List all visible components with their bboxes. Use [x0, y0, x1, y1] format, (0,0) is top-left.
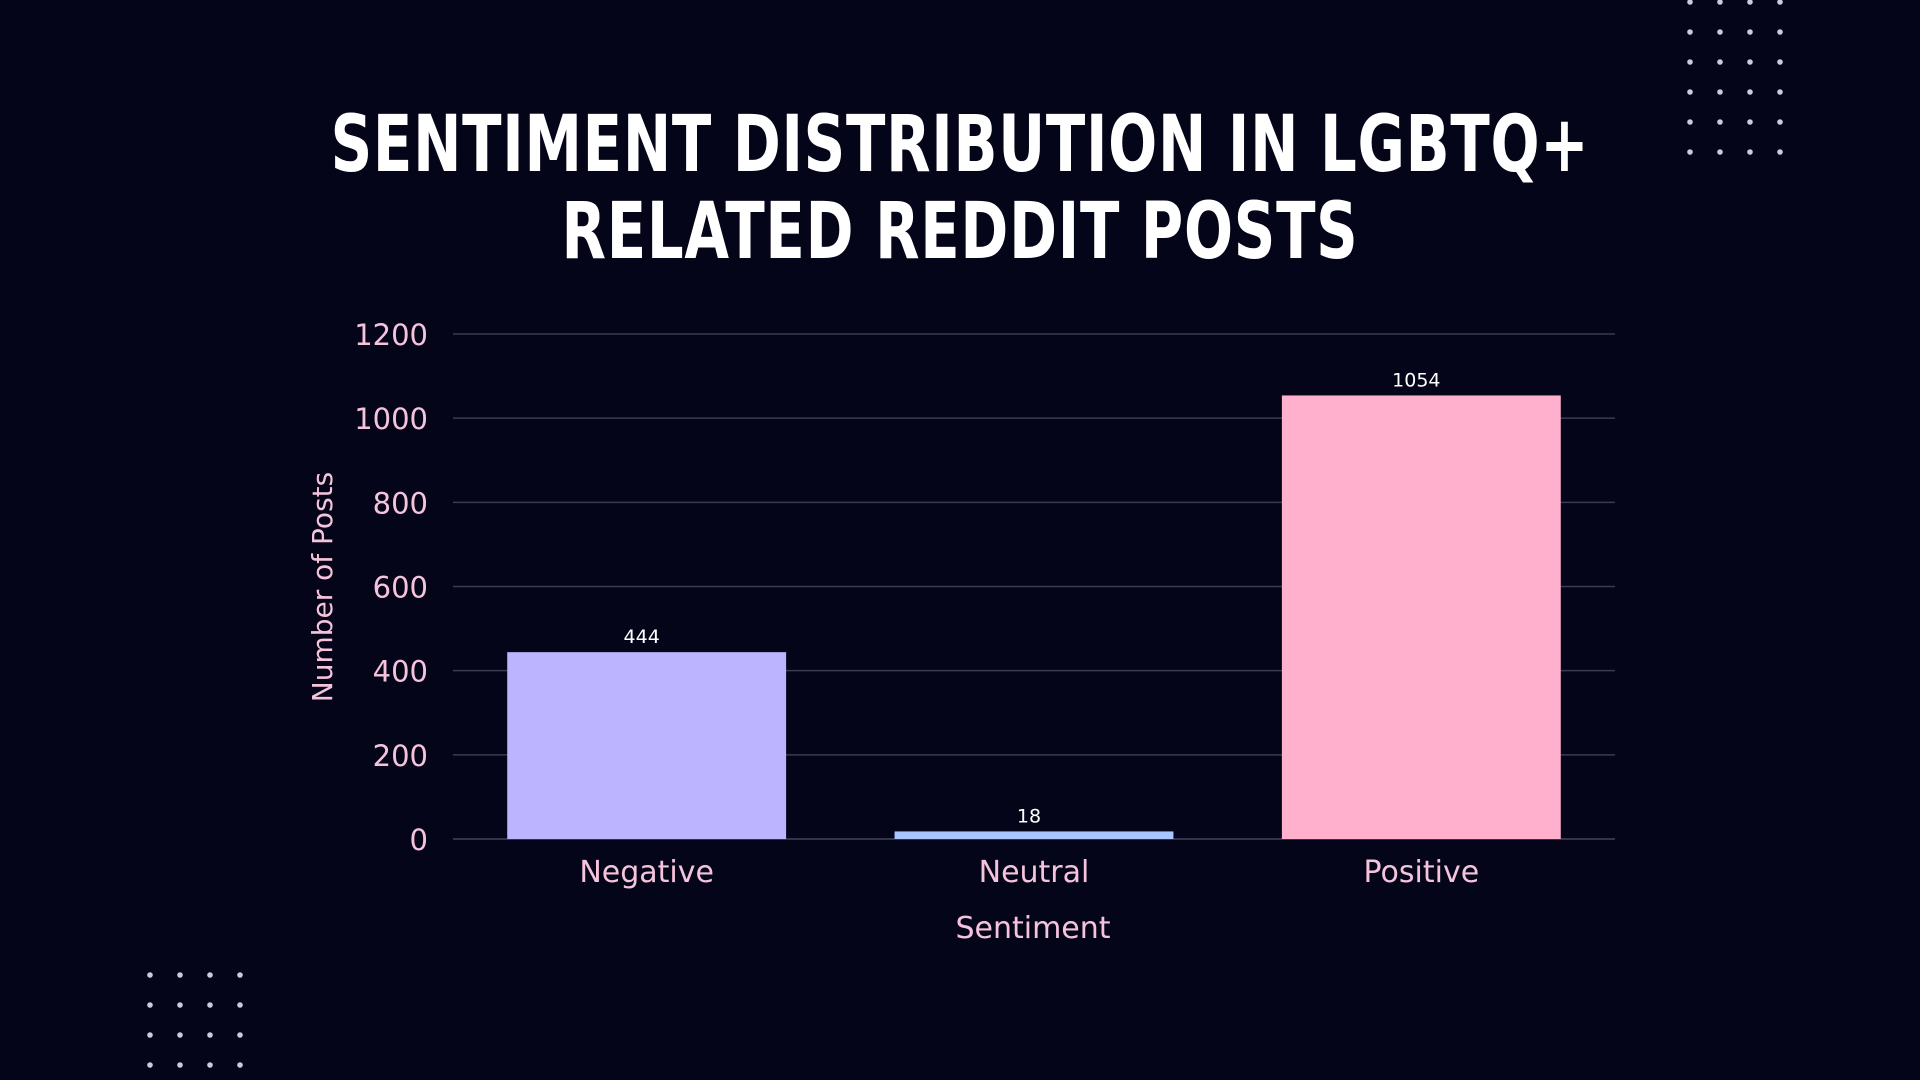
decor-dot — [207, 1002, 213, 1008]
bar-negative — [507, 652, 787, 839]
decor-dot — [1777, 89, 1783, 95]
decor-dot — [1717, 149, 1723, 155]
decor-dot — [147, 1032, 153, 1038]
bars: 444 18 1054 — [507, 369, 1561, 839]
y-tick-label: 1200 — [354, 318, 428, 352]
decor-dot — [1747, 89, 1753, 95]
decor-dot — [177, 1062, 183, 1068]
y-tick-label: 400 — [373, 655, 428, 689]
decor-dot — [1687, 59, 1693, 65]
y-tick-label: 1000 — [354, 402, 428, 436]
decor-dot — [237, 1002, 243, 1008]
x-axis-label: Sentiment — [955, 911, 1110, 946]
decor-dot — [207, 1032, 213, 1038]
decor-dot — [237, 1062, 243, 1068]
decor-dot — [237, 1032, 243, 1038]
decor-dot — [147, 1002, 153, 1008]
y-axis-ticks: 0 200 400 600 800 1000 1200 — [354, 318, 428, 857]
decor-dot — [1717, 29, 1723, 35]
bar-value-label: 1054 — [1392, 369, 1440, 391]
decor-dot — [147, 1062, 153, 1068]
decor-dot — [1777, 119, 1783, 125]
decor-dot — [1747, 119, 1753, 125]
decor-dot — [237, 972, 243, 978]
decorative-dots-top-right — [1687, 0, 1783, 155]
decor-dot — [177, 1032, 183, 1038]
x-tick-label: Negative — [579, 855, 714, 890]
decor-dot — [1717, 119, 1723, 125]
decor-dot — [1687, 29, 1693, 35]
y-tick-label: 200 — [373, 739, 428, 773]
y-tick-label: 800 — [373, 486, 428, 520]
decor-dot — [1747, 59, 1753, 65]
decor-dot — [207, 972, 213, 978]
x-axis-ticks: Negative Neutral Positive — [579, 855, 1479, 890]
decor-dot — [1717, 89, 1723, 95]
decor-dot — [1777, 149, 1783, 155]
decor-dot — [1747, 0, 1753, 5]
decor-dot — [147, 972, 153, 978]
decor-dot — [1777, 29, 1783, 35]
bar-value-label: 444 — [624, 626, 660, 648]
decor-dot — [1687, 149, 1693, 155]
decor-dot — [1717, 0, 1723, 5]
decor-dot — [207, 1062, 213, 1068]
decor-dot — [1717, 59, 1723, 65]
decor-dot — [1777, 0, 1783, 5]
decor-dot — [177, 972, 183, 978]
x-tick-label: Neutral — [979, 855, 1090, 890]
decor-dot — [1687, 0, 1693, 5]
bar-positive — [1281, 395, 1561, 839]
decor-dot — [1777, 59, 1783, 65]
bar-value-label: 18 — [1017, 805, 1041, 827]
decor-dot — [1747, 29, 1753, 35]
decor-dot — [1687, 89, 1693, 95]
y-axis-label: Number of Posts — [306, 472, 339, 702]
chart-title: Sentiment Distribution in LGBTQ+ Related… — [330, 100, 1590, 277]
decor-dot — [1747, 149, 1753, 155]
x-tick-label: Positive — [1364, 855, 1480, 890]
y-tick-label: 600 — [373, 571, 428, 605]
bar-neutral — [894, 831, 1174, 839]
decorative-dots-bottom-left — [147, 972, 243, 1068]
y-tick-label: 0 — [410, 823, 428, 857]
decor-dot — [177, 1002, 183, 1008]
decor-dot — [1687, 119, 1693, 125]
